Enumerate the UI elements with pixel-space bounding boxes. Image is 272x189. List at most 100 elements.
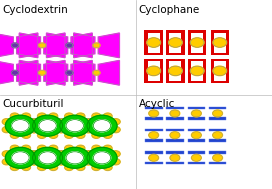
Circle shape bbox=[22, 132, 30, 138]
Circle shape bbox=[103, 145, 112, 151]
Circle shape bbox=[92, 132, 101, 138]
Bar bbox=[209, 107, 226, 109]
Polygon shape bbox=[71, 60, 92, 85]
Bar bbox=[166, 139, 184, 142]
Bar bbox=[145, 162, 162, 164]
Circle shape bbox=[11, 43, 18, 48]
Polygon shape bbox=[44, 60, 65, 85]
Circle shape bbox=[84, 127, 93, 133]
Circle shape bbox=[191, 154, 201, 161]
Circle shape bbox=[93, 70, 100, 75]
Polygon shape bbox=[47, 33, 68, 58]
Bar bbox=[148, 33, 160, 53]
Circle shape bbox=[213, 66, 227, 76]
Bar bbox=[166, 129, 184, 131]
Circle shape bbox=[103, 113, 112, 119]
Circle shape bbox=[12, 152, 29, 164]
Circle shape bbox=[191, 132, 201, 139]
Circle shape bbox=[65, 132, 73, 138]
Circle shape bbox=[84, 127, 92, 133]
Bar bbox=[188, 162, 205, 164]
Circle shape bbox=[112, 151, 120, 157]
Circle shape bbox=[149, 154, 159, 161]
Circle shape bbox=[66, 120, 84, 132]
Circle shape bbox=[57, 151, 66, 157]
Bar bbox=[209, 139, 226, 142]
Bar bbox=[166, 30, 185, 55]
Bar bbox=[188, 107, 205, 109]
Bar bbox=[145, 139, 162, 142]
Circle shape bbox=[39, 43, 46, 48]
Circle shape bbox=[66, 43, 73, 48]
Circle shape bbox=[30, 159, 39, 165]
Circle shape bbox=[39, 152, 56, 164]
Circle shape bbox=[149, 110, 159, 117]
Circle shape bbox=[87, 147, 117, 168]
Circle shape bbox=[84, 151, 93, 157]
Text: Cyclodextrin: Cyclodextrin bbox=[3, 5, 69, 15]
Polygon shape bbox=[71, 33, 92, 58]
Circle shape bbox=[103, 164, 112, 170]
Bar bbox=[144, 30, 163, 55]
Text: Acyclic: Acyclic bbox=[139, 99, 175, 109]
Circle shape bbox=[213, 110, 222, 117]
Bar bbox=[166, 117, 184, 120]
Circle shape bbox=[213, 132, 222, 139]
Circle shape bbox=[22, 113, 30, 119]
Circle shape bbox=[147, 66, 160, 76]
Polygon shape bbox=[74, 33, 95, 58]
Polygon shape bbox=[0, 33, 13, 58]
Circle shape bbox=[65, 113, 73, 119]
Text: Cucurbituril: Cucurbituril bbox=[3, 99, 64, 109]
Circle shape bbox=[93, 152, 111, 164]
Circle shape bbox=[10, 113, 19, 119]
Circle shape bbox=[147, 38, 160, 47]
Bar bbox=[148, 61, 160, 81]
Circle shape bbox=[76, 132, 85, 138]
Circle shape bbox=[60, 147, 90, 168]
Circle shape bbox=[65, 145, 73, 151]
Circle shape bbox=[169, 38, 182, 47]
Circle shape bbox=[190, 38, 204, 47]
Bar bbox=[145, 117, 162, 120]
Bar bbox=[188, 117, 205, 120]
Circle shape bbox=[84, 159, 92, 165]
Bar bbox=[145, 151, 162, 154]
Circle shape bbox=[76, 113, 85, 119]
Bar bbox=[188, 139, 205, 142]
Circle shape bbox=[2, 151, 11, 157]
Circle shape bbox=[84, 159, 93, 165]
Circle shape bbox=[66, 152, 84, 164]
Polygon shape bbox=[0, 60, 13, 85]
Bar bbox=[211, 59, 229, 83]
Circle shape bbox=[30, 119, 39, 125]
Circle shape bbox=[191, 110, 201, 117]
Circle shape bbox=[169, 66, 182, 76]
Circle shape bbox=[22, 145, 30, 151]
Circle shape bbox=[29, 159, 38, 165]
Circle shape bbox=[112, 127, 120, 133]
Circle shape bbox=[65, 164, 73, 170]
Circle shape bbox=[30, 151, 39, 157]
Bar bbox=[169, 61, 181, 81]
Circle shape bbox=[39, 70, 46, 75]
Circle shape bbox=[149, 132, 159, 139]
Circle shape bbox=[10, 132, 19, 138]
Circle shape bbox=[5, 147, 35, 168]
Circle shape bbox=[49, 164, 58, 170]
Polygon shape bbox=[47, 60, 68, 85]
Bar bbox=[166, 151, 184, 154]
Circle shape bbox=[93, 43, 100, 48]
Circle shape bbox=[213, 38, 227, 47]
Polygon shape bbox=[19, 33, 41, 58]
Circle shape bbox=[38, 145, 46, 151]
Circle shape bbox=[170, 132, 180, 139]
Circle shape bbox=[84, 119, 93, 125]
Circle shape bbox=[213, 154, 222, 161]
Circle shape bbox=[57, 127, 66, 133]
Circle shape bbox=[92, 145, 101, 151]
Circle shape bbox=[60, 115, 90, 136]
Circle shape bbox=[29, 127, 38, 133]
Circle shape bbox=[2, 159, 11, 165]
Bar bbox=[191, 61, 203, 81]
